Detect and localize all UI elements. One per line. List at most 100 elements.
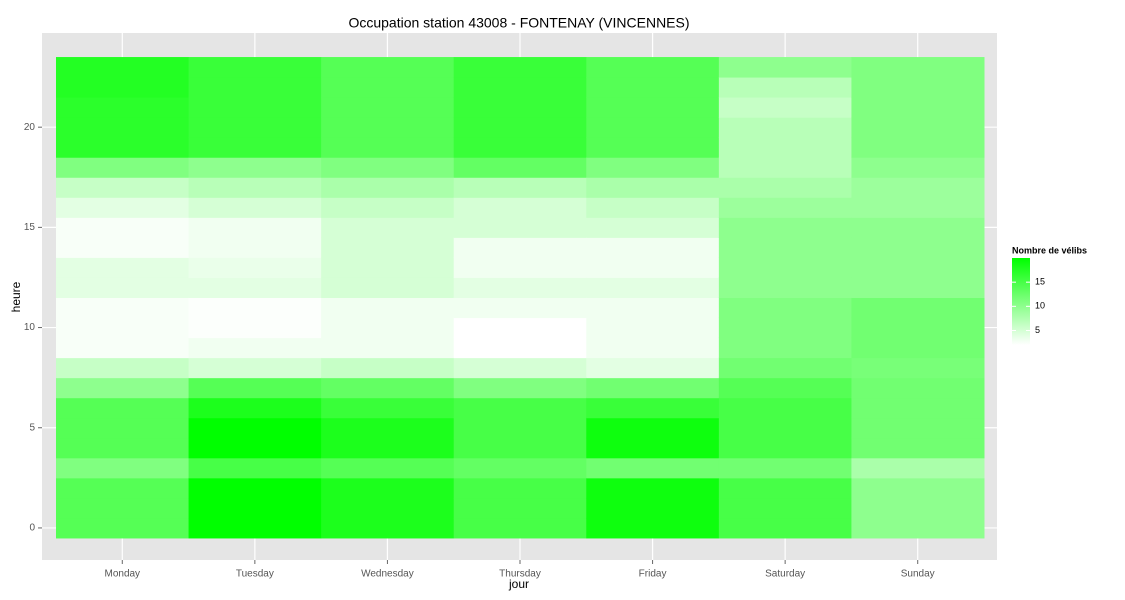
x-tick-label: Tuesday — [236, 569, 274, 580]
tile — [188, 357, 322, 379]
tile — [586, 137, 720, 158]
tile — [321, 477, 455, 499]
legend-tick-label: 15 — [1035, 277, 1045, 287]
tile — [851, 77, 985, 98]
tile — [321, 357, 455, 379]
legend-tick-label: 5 — [1035, 325, 1040, 335]
tile — [188, 117, 322, 138]
tile — [56, 257, 190, 278]
tile — [188, 297, 322, 319]
tile — [321, 57, 455, 78]
tile — [188, 497, 322, 519]
legend-tick-label: 10 — [1035, 301, 1045, 311]
tile — [321, 397, 455, 419]
tile — [321, 517, 455, 539]
tile — [321, 197, 455, 218]
tile — [56, 397, 190, 419]
tile — [851, 297, 985, 319]
tile — [851, 397, 985, 419]
tile — [851, 217, 985, 238]
tile — [453, 337, 587, 359]
tile — [718, 197, 852, 218]
tile — [56, 517, 190, 539]
tile — [453, 377, 587, 399]
tile — [453, 177, 587, 198]
tile — [453, 137, 587, 158]
tile — [188, 277, 322, 299]
tile — [56, 437, 190, 459]
tile — [453, 297, 587, 319]
tile — [56, 477, 190, 499]
y-tick-label: 20 — [24, 122, 36, 133]
tile — [453, 417, 587, 439]
tile — [321, 237, 455, 258]
x-tick-label: Wednesday — [361, 569, 414, 580]
tile — [321, 257, 455, 278]
tile — [851, 377, 985, 399]
tile — [188, 477, 322, 499]
tile — [56, 177, 190, 198]
tile — [453, 497, 587, 519]
tile — [851, 357, 985, 379]
tile — [453, 397, 587, 419]
tile — [321, 217, 455, 238]
y-tick-label: 5 — [29, 422, 35, 433]
tile — [321, 117, 455, 138]
tile — [851, 257, 985, 278]
tile — [718, 57, 852, 78]
tile — [56, 237, 190, 258]
tile — [188, 377, 322, 399]
tile — [321, 417, 455, 439]
y-tick-label: 10 — [24, 322, 36, 333]
tile — [586, 417, 720, 439]
tile — [851, 477, 985, 499]
tile — [188, 397, 322, 419]
tile — [718, 357, 852, 379]
tile — [56, 457, 190, 479]
tile — [188, 97, 322, 118]
y-tick-label: 0 — [29, 523, 35, 534]
tile — [453, 197, 587, 218]
tile — [321, 97, 455, 118]
tile — [718, 97, 852, 118]
legend-title: Nombre de vélibs — [1012, 245, 1087, 255]
x-tick-label: Sunday — [901, 569, 935, 580]
tile — [453, 357, 587, 379]
tile — [851, 517, 985, 539]
tile — [851, 97, 985, 118]
tile — [586, 77, 720, 98]
tile — [56, 137, 190, 158]
tile — [718, 297, 852, 319]
tile — [56, 117, 190, 138]
tile — [586, 177, 720, 198]
tile — [188, 57, 322, 78]
tile — [851, 317, 985, 339]
tile — [56, 217, 190, 238]
tile — [718, 117, 852, 138]
tile — [586, 97, 720, 118]
tile — [718, 317, 852, 339]
tile — [718, 457, 852, 479]
tile — [586, 497, 720, 519]
tile — [188, 137, 322, 158]
tile — [453, 217, 587, 238]
tile — [321, 137, 455, 158]
tile — [851, 157, 985, 178]
tile — [718, 517, 852, 539]
tile — [188, 417, 322, 439]
tile — [586, 277, 720, 299]
tile — [851, 197, 985, 218]
tile — [56, 57, 190, 78]
tile — [188, 257, 322, 278]
tile — [718, 77, 852, 98]
tile — [718, 137, 852, 158]
y-axis-label: heure — [9, 281, 23, 312]
tile — [188, 177, 322, 198]
tile — [718, 477, 852, 499]
tile — [453, 257, 587, 278]
tile — [586, 397, 720, 419]
tile — [56, 337, 190, 359]
tile — [851, 177, 985, 198]
tile — [453, 517, 587, 539]
x-axis-label: jour — [508, 577, 529, 591]
